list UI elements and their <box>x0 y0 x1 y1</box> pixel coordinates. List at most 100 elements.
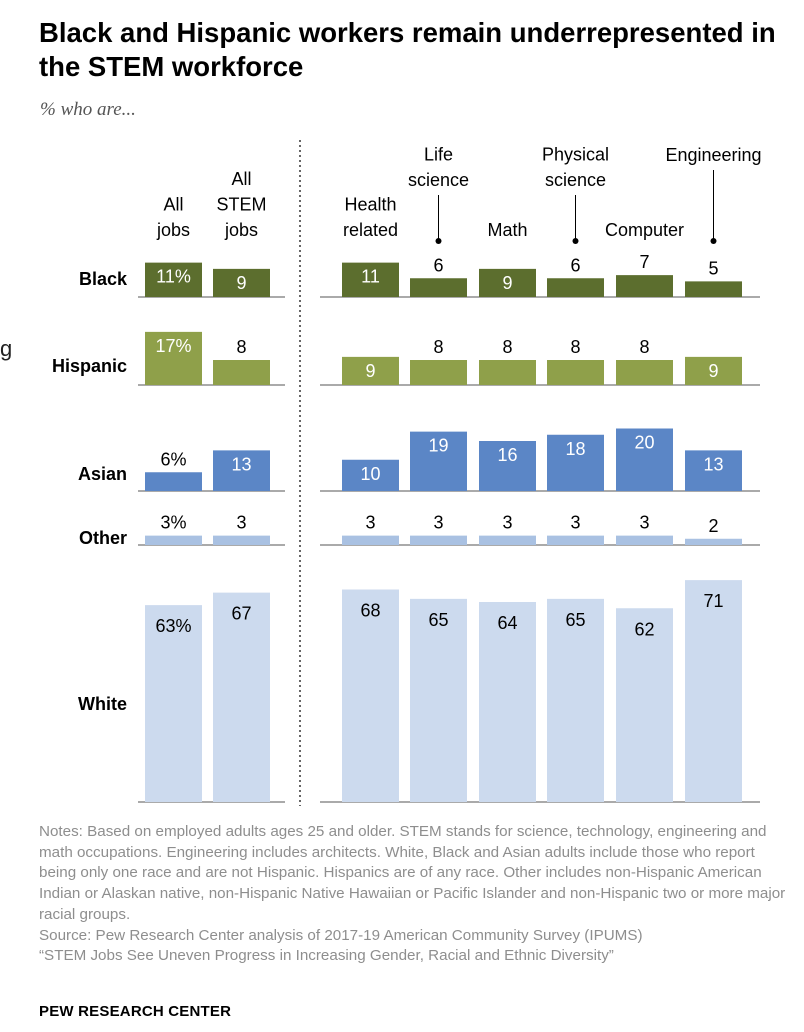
bar-asian-health-related <box>342 459 399 491</box>
leader-dot-physical-science <box>572 238 579 244</box>
value-label-white-all-stem-jobs: 67 <box>231 604 251 624</box>
bar-asian-life-science <box>410 431 467 491</box>
value-label-white-all-jobs: 63% <box>155 616 191 636</box>
bar-black-computer <box>616 275 673 297</box>
edge-text-fragment: g <box>0 336 13 361</box>
category-label-engineering: Engineering <box>665 145 761 165</box>
bar-hispanic-engineering <box>685 356 742 385</box>
bar-white-physical-science <box>547 598 604 802</box>
chart-title: Black and Hispanic workers remain underr… <box>39 17 776 82</box>
bar-asian-engineering <box>685 450 742 491</box>
row-label-black: Black <box>79 269 128 289</box>
value-label-hispanic-all-stem-jobs: 8 <box>236 337 246 357</box>
value-label-white-physical-science: 65 <box>565 610 585 630</box>
category-label-all-jobs: All jobs <box>156 195 190 241</box>
value-label-asian-physical-science: 18 <box>565 439 585 459</box>
bar-other-health-related <box>342 535 399 545</box>
bar-other-life-science <box>410 535 467 545</box>
category-label-life-science: Life science <box>408 145 469 191</box>
value-label-other-physical-science: 3 <box>570 513 580 533</box>
bar-other-all-jobs <box>145 535 202 545</box>
row-label-white: White <box>78 694 127 714</box>
bar-white-health-related <box>342 589 399 802</box>
value-label-black-math: 9 <box>502 273 512 293</box>
bar-other-engineering <box>685 538 742 545</box>
value-label-hispanic-life-science: 8 <box>433 337 443 357</box>
bar-asian-math <box>479 441 536 491</box>
value-label-hispanic-engineering: 9 <box>708 361 718 381</box>
category-label-math: Math <box>487 220 527 240</box>
bar-other-physical-science <box>547 535 604 545</box>
bar-asian-all-jobs <box>145 472 202 491</box>
value-label-white-engineering: 71 <box>703 591 723 611</box>
value-label-black-health-related: 11 <box>361 267 380 287</box>
category-label-all-stem-jobs: All STEM jobs <box>216 169 266 240</box>
value-label-black-engineering: 5 <box>708 258 718 278</box>
value-label-white-life-science: 65 <box>428 610 448 630</box>
bar-black-all-stem-jobs <box>213 268 270 297</box>
value-label-other-health-related: 3 <box>365 513 375 533</box>
value-label-asian-all-stem-jobs: 13 <box>231 454 251 474</box>
leader-dot-engineering <box>710 238 717 244</box>
value-label-white-math: 64 <box>497 613 517 633</box>
bar-white-computer <box>616 608 673 802</box>
source-organization: PEW RESEARCH CENTER <box>39 1003 232 1020</box>
value-label-black-physical-science: 6 <box>570 255 580 275</box>
chart-notes: Notes: Based on employed adults ages 25 … <box>39 823 786 965</box>
value-label-asian-all-jobs: 6% <box>160 449 186 469</box>
bar-black-all-jobs <box>145 262 202 297</box>
leader-dot-life-science <box>435 238 442 244</box>
bar-white-life-science <box>410 598 467 802</box>
chart-subtitle: % who are... <box>40 99 136 120</box>
bar-hispanic-all-jobs <box>145 331 202 385</box>
bar-other-math <box>479 535 536 545</box>
category-label-health-related: Health related <box>343 195 398 241</box>
value-label-hispanic-computer: 8 <box>639 337 649 357</box>
bar-black-math <box>479 268 536 297</box>
value-label-asian-health-related: 10 <box>360 464 380 484</box>
value-label-other-engineering: 2 <box>708 516 718 536</box>
value-label-black-all-jobs: 11% <box>156 267 191 287</box>
bar-other-computer <box>616 535 673 545</box>
value-label-hispanic-physical-science: 8 <box>570 337 580 357</box>
bar-hispanic-physical-science <box>547 360 604 385</box>
bar-white-all-jobs <box>145 605 202 802</box>
bar-black-engineering <box>685 281 742 297</box>
row-label-hispanic: Hispanic <box>52 356 127 376</box>
bar-black-physical-science <box>547 278 604 297</box>
bar-asian-all-stem-jobs <box>213 450 270 491</box>
bar-hispanic-computer <box>616 360 673 385</box>
bar-black-health-related <box>342 262 399 297</box>
value-label-asian-engineering: 13 <box>703 454 723 474</box>
value-label-other-computer: 3 <box>639 513 649 533</box>
bar-white-math <box>479 602 536 802</box>
value-label-white-health-related: 68 <box>360 601 380 621</box>
bar-hispanic-life-science <box>410 360 467 385</box>
value-label-black-life-science: 6 <box>433 255 443 275</box>
bar-black-life-science <box>410 278 467 297</box>
value-label-other-all-stem-jobs: 3 <box>236 513 246 533</box>
value-label-hispanic-all-jobs: 17% <box>155 336 191 356</box>
value-label-black-computer: 7 <box>639 252 649 272</box>
bar-asian-computer <box>616 428 673 491</box>
value-label-white-computer: 62 <box>634 619 654 639</box>
value-label-asian-computer: 20 <box>634 433 654 453</box>
value-label-other-life-science: 3 <box>433 513 443 533</box>
bar-other-all-stem-jobs <box>213 535 270 545</box>
value-label-asian-math: 16 <box>497 445 517 465</box>
bar-white-engineering <box>685 580 742 802</box>
bar-hispanic-math <box>479 360 536 385</box>
category-label-physical-science: Physical science <box>542 145 609 191</box>
value-label-black-all-stem-jobs: 9 <box>236 273 246 293</box>
bar-hispanic-health-related <box>342 356 399 385</box>
value-label-other-math: 3 <box>502 513 512 533</box>
bar-asian-physical-science <box>547 434 604 491</box>
row-label-other: Other <box>79 528 127 548</box>
value-label-hispanic-health-related: 9 <box>365 361 375 381</box>
category-label-computer: Computer <box>605 220 684 240</box>
value-label-asian-life-science: 19 <box>428 436 448 456</box>
bar-white-all-stem-jobs <box>213 592 270 802</box>
value-label-hispanic-math: 8 <box>502 337 512 357</box>
bar-hispanic-all-stem-jobs <box>213 360 270 385</box>
